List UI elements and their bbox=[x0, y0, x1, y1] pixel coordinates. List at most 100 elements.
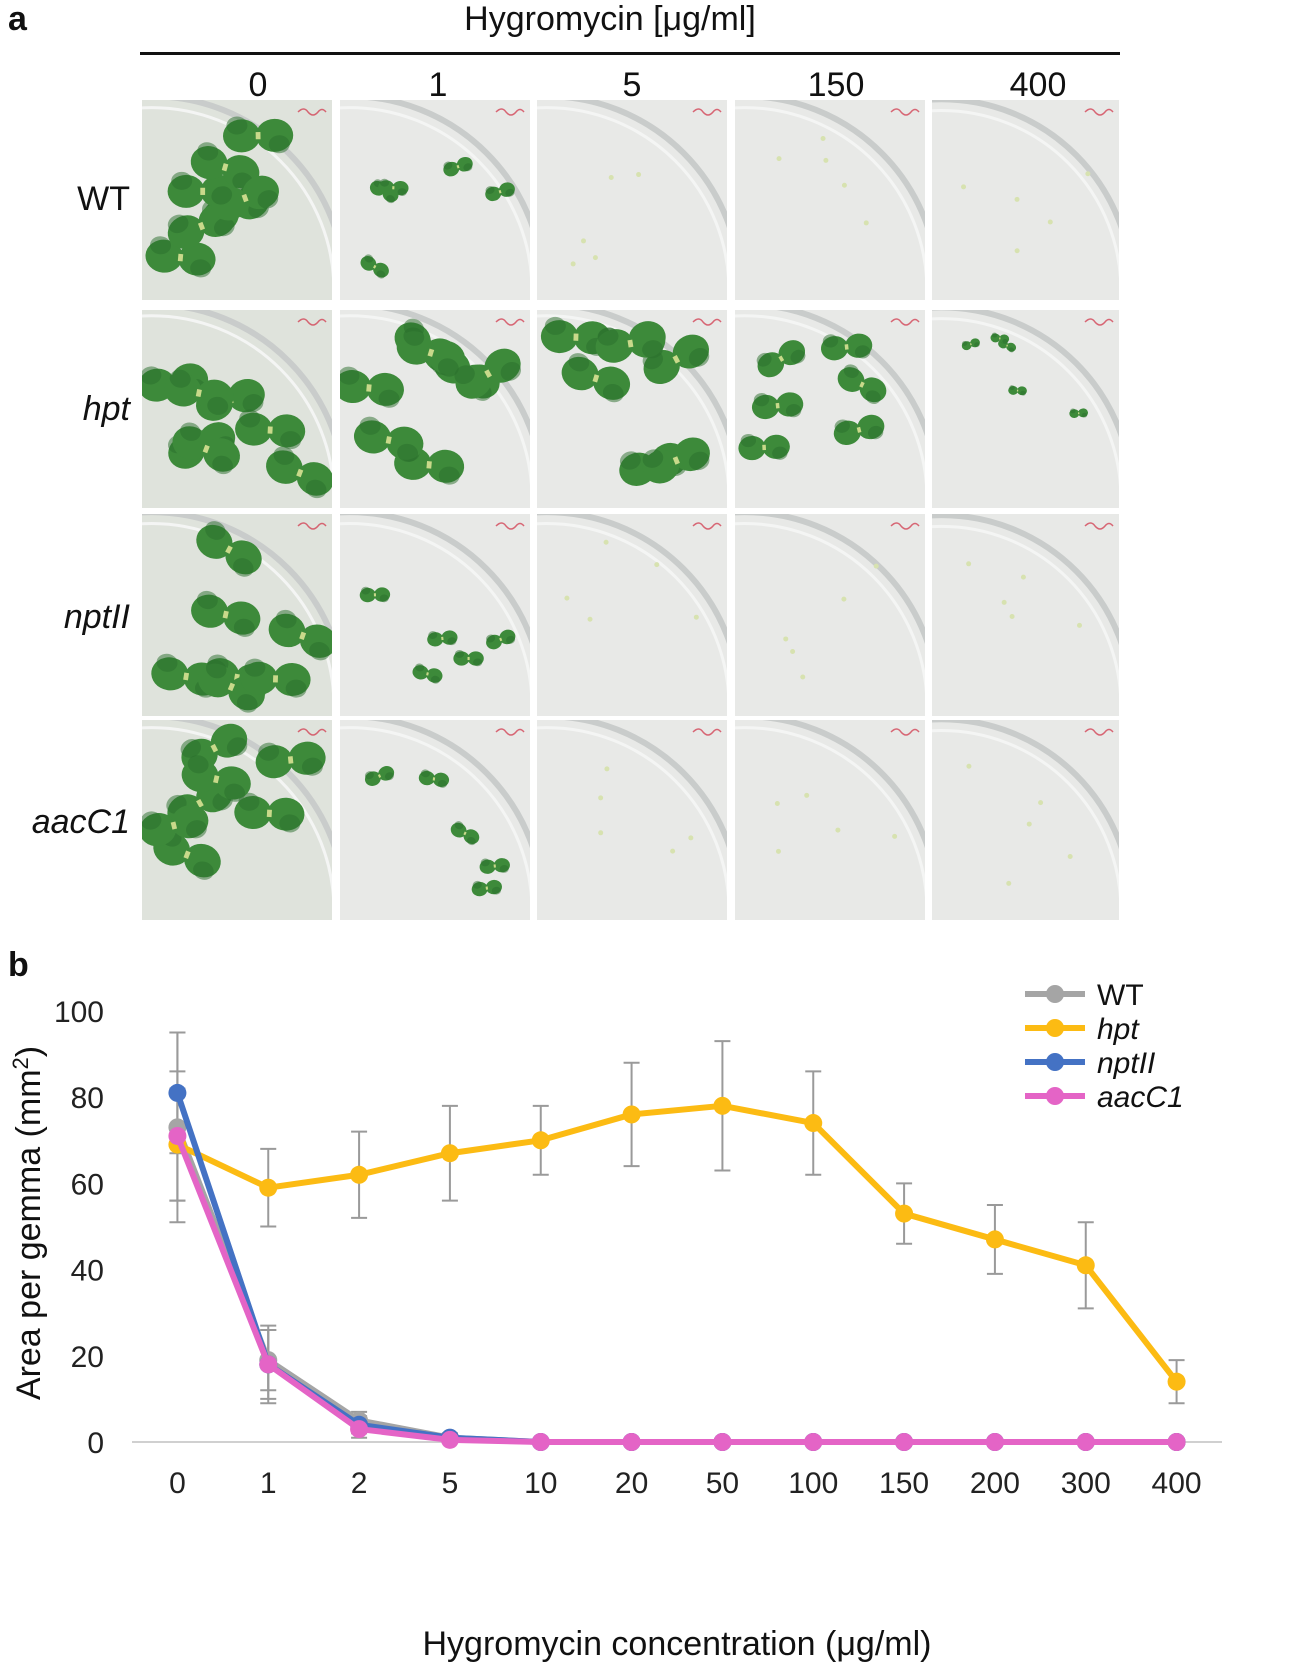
thallus bbox=[454, 348, 521, 399]
plate-photo bbox=[932, 310, 1119, 508]
row-label-hpt: hpt bbox=[82, 390, 130, 428]
x-tick-label: 150 bbox=[879, 1467, 929, 1500]
col-label-400: 400 bbox=[1009, 66, 1067, 104]
x-tick-label: 100 bbox=[788, 1467, 838, 1500]
thallus bbox=[479, 858, 510, 874]
thallus bbox=[396, 327, 466, 377]
thallus bbox=[1008, 385, 1027, 396]
thallus bbox=[453, 650, 484, 667]
data-point-aacC1 bbox=[531, 1433, 550, 1451]
x-tick-label: 50 bbox=[706, 1467, 739, 1500]
y-axis-title: Area per gemma (mm2) bbox=[8, 1046, 49, 1400]
plate-photo bbox=[142, 100, 332, 300]
thallus bbox=[364, 766, 395, 786]
row-label-nptii: nptII bbox=[63, 598, 130, 636]
y-tick-label: 80 bbox=[71, 1082, 104, 1115]
x-tick-label: 20 bbox=[615, 1467, 648, 1500]
data-point-hpt bbox=[531, 1131, 550, 1150]
thallus bbox=[266, 446, 332, 499]
thallus bbox=[595, 324, 666, 363]
series-line-aacC1 bbox=[174, 1134, 1177, 1445]
legend-label: aacC1 bbox=[1097, 1081, 1184, 1114]
legend-entry: aacC1 bbox=[1025, 1081, 1184, 1114]
data-point-hpt bbox=[1076, 1256, 1095, 1275]
thallus bbox=[486, 629, 516, 650]
plate-photo bbox=[537, 100, 727, 300]
panel-a-label: a bbox=[8, 0, 27, 38]
thallus bbox=[191, 590, 261, 637]
plate-photo bbox=[537, 514, 727, 716]
x-tick-label: 0 bbox=[169, 1467, 186, 1500]
row-label-wt: WT bbox=[77, 180, 130, 218]
col-label-0: 0 bbox=[248, 66, 268, 104]
data-point-aacC1 bbox=[1076, 1433, 1095, 1451]
thallus bbox=[751, 392, 804, 420]
col-label-1: 1 bbox=[428, 66, 448, 104]
thallus bbox=[1069, 408, 1089, 419]
thallus bbox=[820, 333, 873, 361]
data-point-hpt bbox=[440, 1144, 459, 1163]
data-point-hpt bbox=[713, 1096, 732, 1115]
data-point-hpt bbox=[804, 1114, 823, 1133]
thallus bbox=[235, 409, 306, 450]
data-point-aacC1 bbox=[350, 1420, 369, 1439]
thallus bbox=[427, 630, 458, 647]
data-point-aacC1 bbox=[1167, 1433, 1186, 1451]
thallus bbox=[196, 521, 262, 577]
panel-b-label: b bbox=[8, 946, 29, 984]
thallus bbox=[450, 821, 480, 846]
data-point-hpt bbox=[259, 1178, 278, 1197]
thallus bbox=[837, 364, 887, 404]
data-point-aacC1 bbox=[804, 1433, 823, 1451]
y-tick-label: 100 bbox=[54, 996, 104, 1029]
plate-photo bbox=[932, 720, 1119, 920]
thallus bbox=[223, 116, 294, 154]
row-label-aacc1: aacC1 bbox=[31, 803, 130, 841]
thallus bbox=[561, 353, 631, 403]
plate-photo bbox=[142, 720, 332, 920]
legend-label: nptII bbox=[1097, 1047, 1155, 1080]
thallus bbox=[359, 586, 391, 603]
x-tick-label: 10 bbox=[524, 1467, 557, 1500]
thallus bbox=[234, 792, 305, 833]
plate-photo bbox=[735, 514, 925, 716]
thallus bbox=[990, 332, 1010, 344]
thallus bbox=[340, 366, 404, 408]
legend-label: WT bbox=[1097, 979, 1144, 1012]
data-point-aacC1 bbox=[622, 1433, 641, 1451]
thallus bbox=[255, 741, 326, 779]
col-label-150: 150 bbox=[807, 66, 865, 104]
plate-photo bbox=[735, 720, 925, 920]
plate-photo bbox=[340, 100, 530, 300]
x-tick-label: 1 bbox=[260, 1467, 277, 1500]
plate-photo bbox=[340, 720, 530, 920]
panel-a-title: Hygromycin [μg/ml] bbox=[464, 0, 756, 38]
data-point-hpt bbox=[895, 1204, 914, 1223]
data-point-aacC1 bbox=[259, 1355, 278, 1374]
data-point-nptII bbox=[168, 1083, 187, 1102]
data-point-aacC1 bbox=[985, 1433, 1004, 1451]
thallus bbox=[642, 437, 710, 484]
plate-photo bbox=[142, 310, 332, 508]
data-point-hpt bbox=[350, 1165, 369, 1184]
legend-entry: hpt bbox=[1025, 1013, 1140, 1046]
series-line-nptII bbox=[174, 1091, 1177, 1445]
y-tick-label: 20 bbox=[71, 1341, 104, 1374]
plate-photo bbox=[537, 720, 727, 920]
x-tick-label: 2 bbox=[351, 1467, 368, 1500]
thallus bbox=[360, 254, 389, 279]
plate-photo bbox=[537, 310, 727, 508]
thallus bbox=[164, 369, 234, 415]
thallus bbox=[418, 769, 450, 788]
thallus bbox=[211, 175, 279, 221]
thallus bbox=[145, 236, 216, 278]
thallus bbox=[353, 416, 424, 462]
growth-line-chart: 0 20 40 60 80 100 0 1 2 5 10 20 50 100 150 200 300 400 Hyg… bbox=[0, 940, 1299, 1672]
thallus bbox=[443, 156, 473, 177]
thallus bbox=[756, 340, 806, 378]
x-tick-label: 5 bbox=[442, 1467, 459, 1500]
data-point-aacC1 bbox=[168, 1126, 187, 1145]
plate-photo bbox=[735, 310, 925, 508]
series-line-hpt bbox=[176, 1102, 1179, 1384]
x-tick-label: 300 bbox=[1061, 1467, 1111, 1500]
